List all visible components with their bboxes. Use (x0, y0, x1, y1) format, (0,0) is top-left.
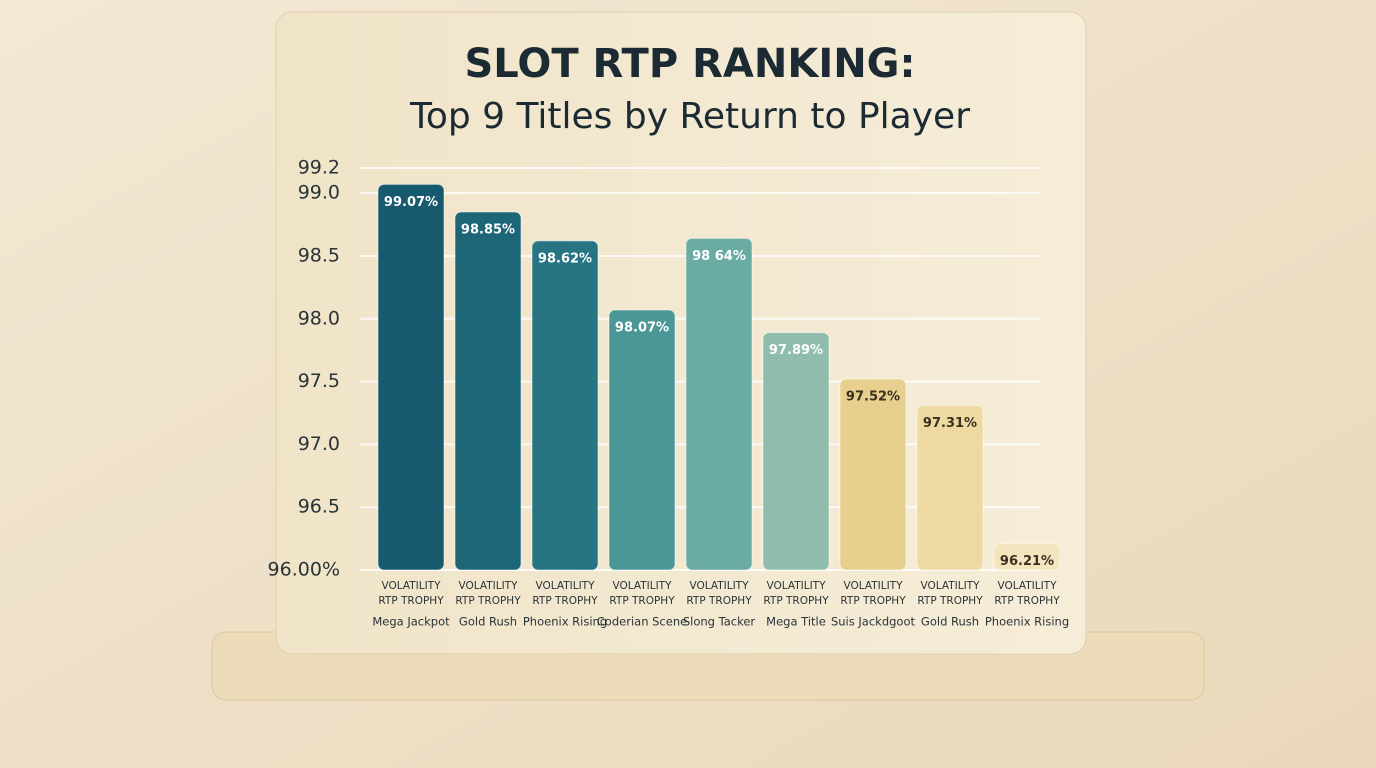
value-label: 97.89% (769, 343, 823, 358)
bar-caption: VOLATILITY (920, 580, 980, 592)
x-tick-label: Suis Jackdgoot (831, 615, 916, 629)
bar (454, 211, 522, 571)
y-tick-label: 99.0 (298, 182, 340, 204)
bar-caption: RTP TROPHY (686, 595, 752, 607)
bar-caption: RTP TROPHY (378, 595, 444, 607)
bar (377, 183, 445, 571)
x-tick-label: Mega Jackpot (372, 615, 450, 629)
bar-caption: RTP TROPHY (917, 595, 983, 607)
bar-caption: RTP TROPHY (532, 595, 598, 607)
bar (916, 404, 984, 571)
value-label: 97.31% (923, 416, 977, 431)
bar-caption: RTP TROPHY (840, 595, 906, 607)
bar-caption: VOLATILITY (689, 580, 749, 592)
bar-caption: VOLATILITY (381, 580, 441, 592)
y-tick-label: 98.5 (298, 244, 340, 266)
value-label: 96.21% (1000, 554, 1054, 569)
bar-caption: VOLATILITY (997, 580, 1057, 592)
value-label: 98 64% (692, 249, 746, 264)
bar-caption: VOLATILITY (458, 580, 518, 592)
y-tick-label: 97.5 (298, 370, 340, 392)
x-tick-label: Slong Tacker (683, 615, 756, 629)
value-label: 98.85% (461, 222, 515, 237)
x-tick-label: Gold Rush (921, 615, 979, 629)
chart-subtitle: Top 9 Titles by Return to Player (409, 96, 970, 137)
bar (839, 378, 907, 571)
x-tick-label: Coderian Scene (597, 615, 687, 629)
bar (608, 309, 676, 571)
y-tick-label: 98.0 (298, 307, 340, 329)
bar (685, 237, 753, 571)
y-tick-label: 96.5 (298, 496, 340, 518)
y-tick-label: 96.00% (268, 559, 340, 581)
value-label: 98.07% (615, 320, 669, 335)
bar-caption: RTP TROPHY (994, 595, 1060, 607)
bar-caption: RTP TROPHY (763, 595, 829, 607)
value-label: 99.07% (384, 195, 438, 210)
y-tick-label: 97.0 (298, 433, 340, 455)
bar-caption: VOLATILITY (612, 580, 672, 592)
bar (993, 543, 1061, 571)
chart-title: SLOT RTP RANKING: (464, 41, 915, 87)
value-label: 98.62% (538, 251, 592, 266)
bar-caption: VOLATILITY (766, 580, 826, 592)
bar (762, 332, 830, 571)
x-tick-label: Mega Title (766, 615, 826, 629)
bar-caption: RTP TROPHY (609, 595, 675, 607)
x-tick-label: Phoenix Rising (985, 615, 1069, 629)
bar (531, 240, 599, 571)
value-label: 97.52% (846, 390, 900, 405)
y-tick-label: 99.2 (298, 157, 340, 179)
bar-caption: RTP TROPHY (455, 595, 521, 607)
x-tick-label: Gold Rush (459, 615, 517, 629)
x-tick-label: Phoenix Rising (523, 615, 607, 629)
bar-caption: VOLATILITY (843, 580, 903, 592)
bar-caption: VOLATILITY (535, 580, 595, 592)
